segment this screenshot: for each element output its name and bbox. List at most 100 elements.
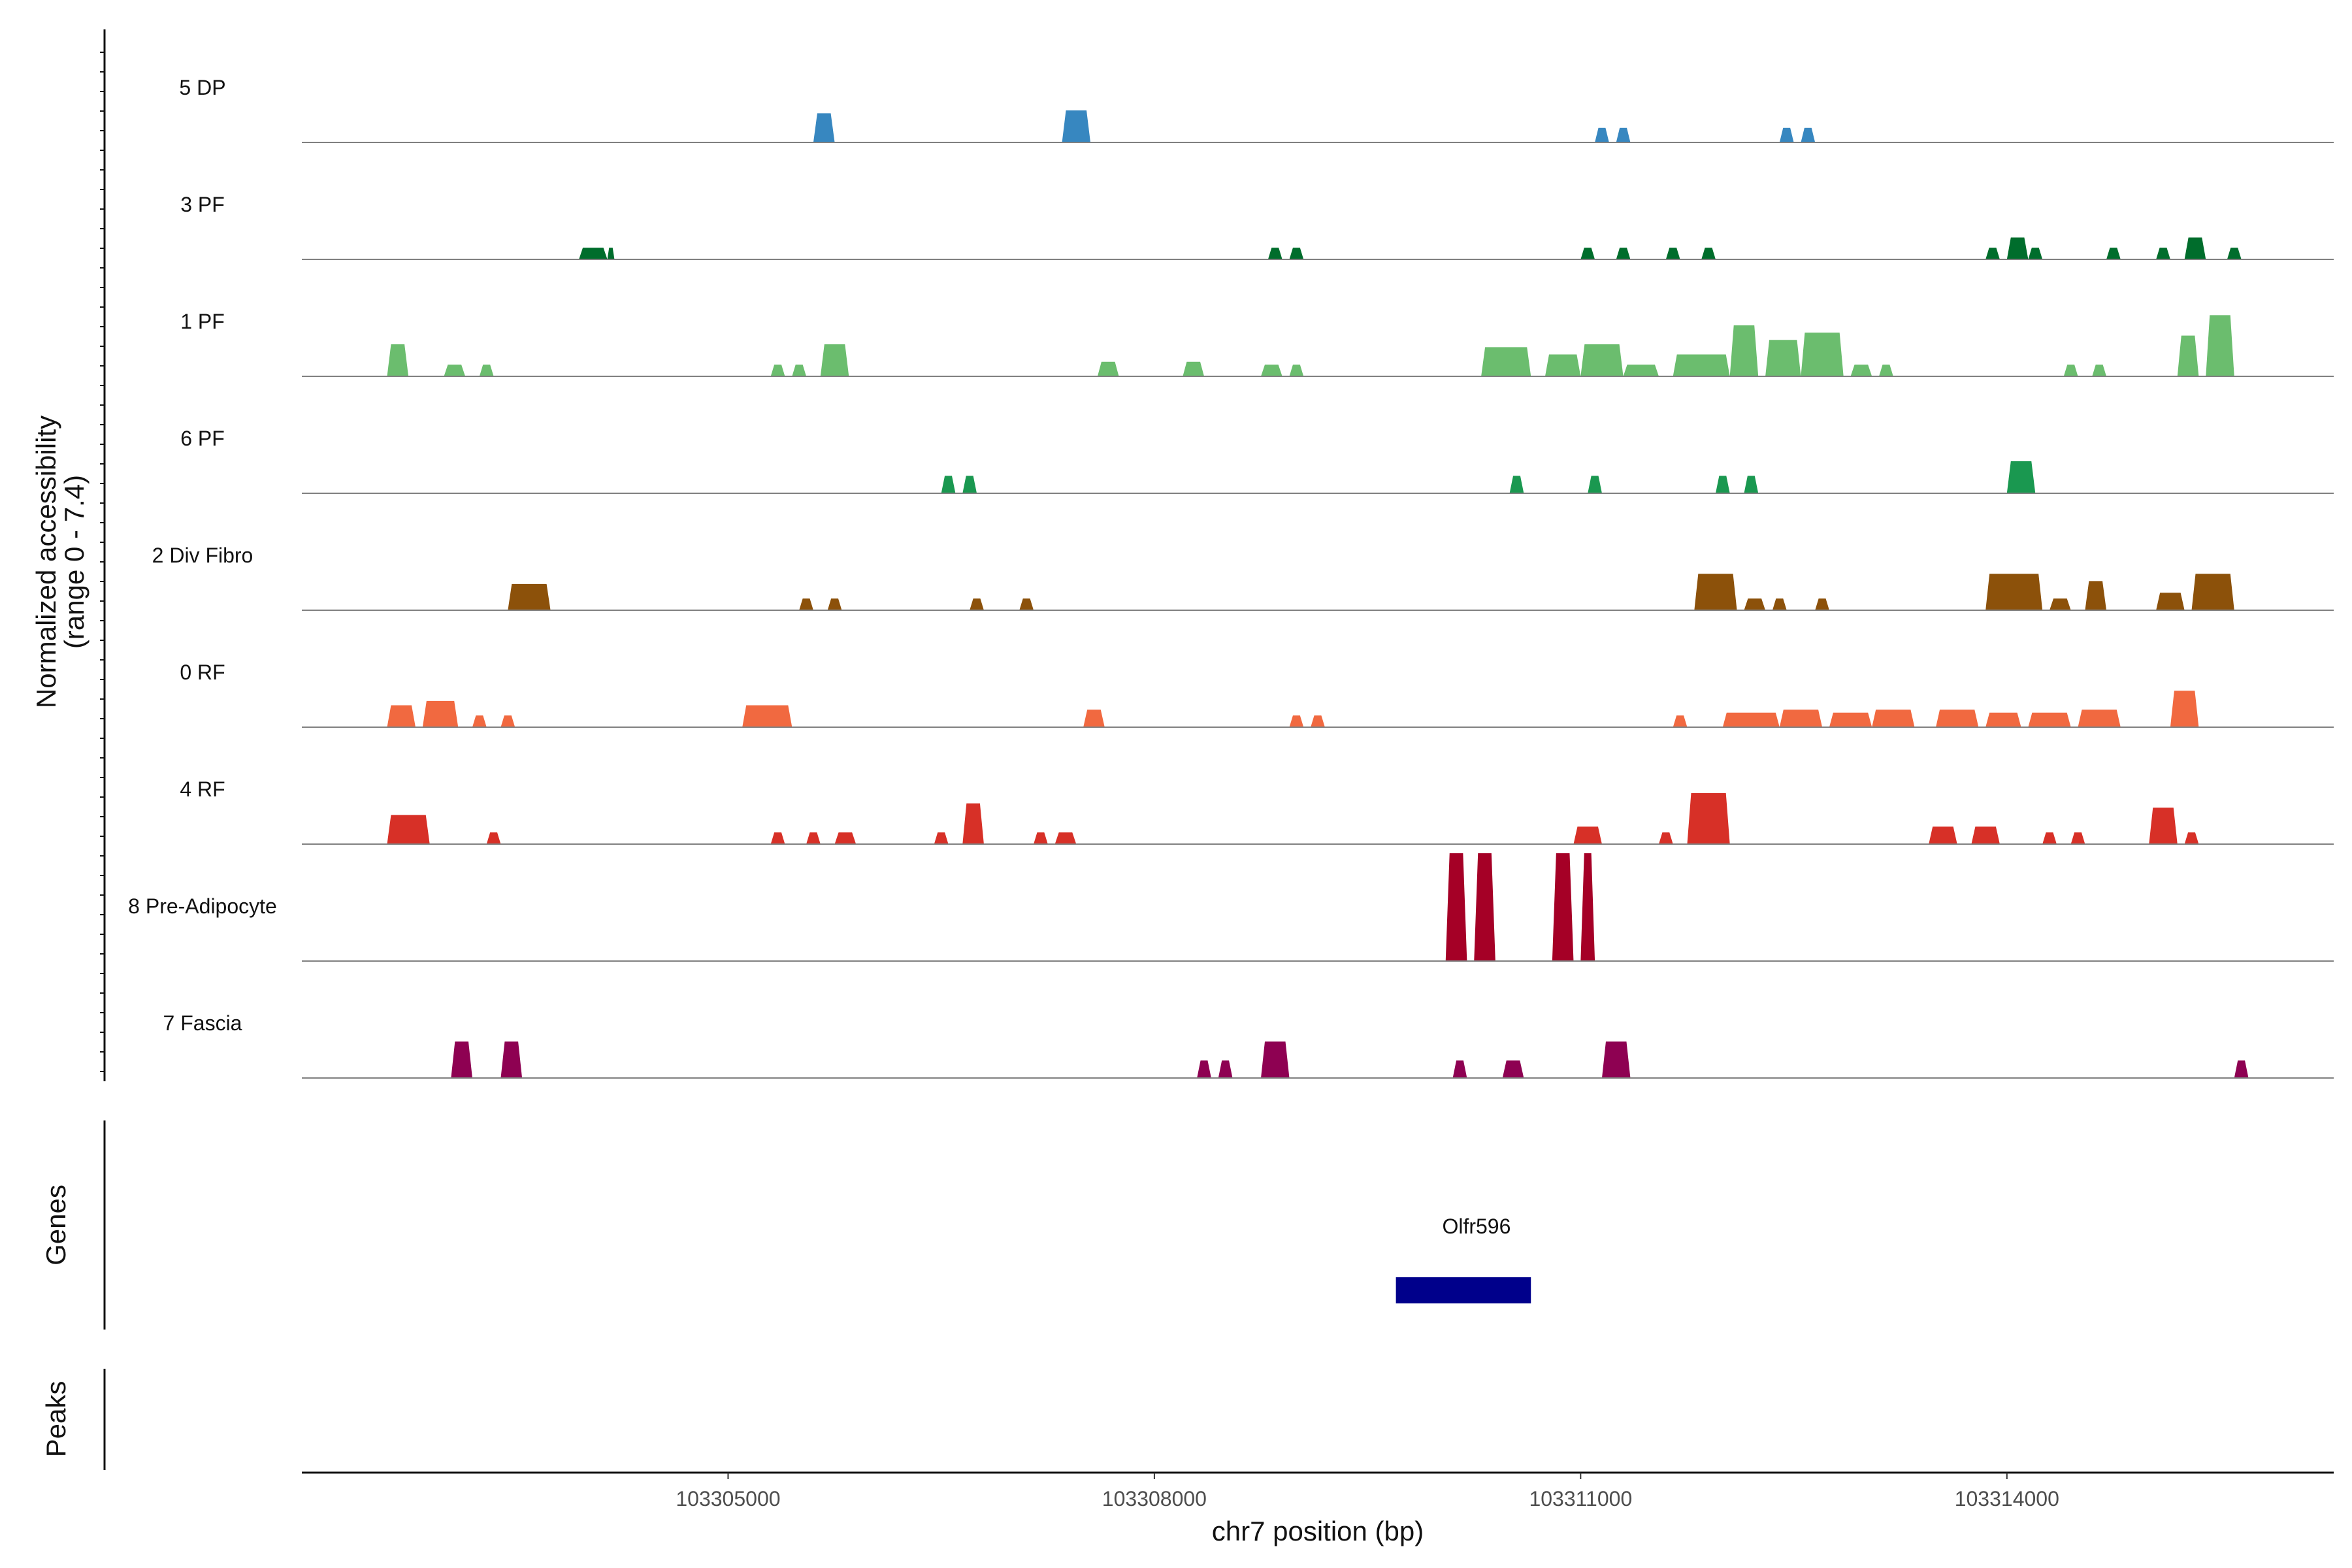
coverage-peak	[1801, 333, 1844, 376]
coverage-peak	[1289, 365, 1304, 376]
coverage-peak	[1261, 365, 1282, 376]
track-label: 1 PF	[180, 310, 225, 333]
coverage-peak	[1481, 347, 1531, 376]
coverage-peak	[607, 248, 615, 259]
track-label: 6 PF	[180, 427, 225, 450]
coverage-peak	[962, 803, 984, 844]
coverage-tracks: 5 DP 3 PF 1 PF 6 PF 2 Div Fibro 0 RF 4 RF 8 Pre…	[128, 76, 2334, 1079]
coverage-peak	[2191, 574, 2234, 610]
coverage-peak	[1665, 248, 1680, 259]
coverage-peak	[1445, 853, 1467, 961]
coverage-peak	[1623, 365, 1659, 376]
peaks-panel-label: Peaks	[41, 1381, 71, 1458]
coverage-peak	[970, 598, 984, 610]
x-axis-label: chr7 position (bp)	[1212, 1516, 1424, 1546]
coverage-peak	[1580, 344, 1624, 376]
coverage-peak	[1985, 712, 2021, 727]
coverage-peak	[1801, 127, 1816, 142]
track-8-pre-adipocyte: 8 Pre-Adipocyte	[128, 853, 2334, 962]
track-label: 4 RF	[180, 777, 225, 801]
track-5-dp: 5 DP	[179, 76, 2334, 143]
coverage-peak	[2156, 248, 2170, 259]
coverage-peak	[962, 476, 977, 493]
gene-label: Olfr596	[1442, 1215, 1511, 1238]
coverage-peak	[387, 344, 409, 376]
coverage-peak	[806, 832, 821, 844]
track-label: 7 Fascia	[163, 1011, 242, 1035]
coverage-peak	[820, 344, 849, 376]
coverage-peak	[1765, 340, 1801, 376]
coverage-peak	[1261, 1041, 1290, 1078]
y-axis-label-line1: Normalized accessibility	[31, 416, 61, 708]
coverage-peak	[770, 365, 785, 376]
y-axis-label-line2: (range 0 - 7.4)	[59, 475, 90, 649]
coverage-peak	[2234, 1060, 2249, 1078]
coverage-peak	[1289, 715, 1304, 727]
coverage-peak	[1694, 574, 1737, 610]
coverage-peak	[1452, 1060, 1467, 1078]
coverage-peak	[1019, 598, 1034, 610]
genes-panel-label: Genes	[41, 1184, 71, 1266]
coverage-peak	[1552, 853, 1574, 961]
coverage-peak	[1267, 248, 1282, 259]
coverage-peak	[792, 365, 807, 376]
coverage-peak	[1616, 127, 1631, 142]
coverage-peak	[934, 832, 949, 844]
coverage-peak	[579, 248, 608, 259]
coverage-peak	[2184, 237, 2206, 259]
coverage-peak	[1544, 354, 1581, 376]
coverage-peak	[1729, 325, 1759, 376]
coverage-peak	[2006, 461, 2036, 493]
coverage-peak	[2028, 248, 2043, 259]
coverage-peak	[1588, 476, 1602, 493]
coverage-peak	[2149, 808, 2178, 844]
coverage-peak	[1595, 127, 1609, 142]
x-tick-label: 103311000	[1529, 1487, 1632, 1511]
coverage-peak	[1744, 598, 1766, 610]
coverage-peak	[1872, 710, 1915, 727]
y-axis-ticks	[100, 52, 105, 1072]
coverage-peak	[1879, 365, 1893, 376]
coverage-peak	[1779, 710, 1823, 727]
coverage-peak	[1573, 826, 1602, 844]
track-7-fascia: 7 Fascia	[163, 1011, 2334, 1079]
coverage-peak	[472, 715, 487, 727]
track-label: 8 Pre-Adipocyte	[128, 894, 277, 918]
coverage-peak	[1034, 832, 1048, 844]
coverage-peak	[1673, 354, 1730, 376]
coverage-peak	[2050, 598, 2071, 610]
coverage-peak	[2042, 832, 2057, 844]
track-2-div-fibro: 2 Div Fibro	[152, 544, 2334, 611]
coverage-peak	[742, 705, 792, 727]
coverage-peak	[799, 598, 813, 610]
coverage-peak	[1772, 598, 1787, 610]
coverage-peak	[1722, 712, 1780, 727]
coverage-peak	[1062, 110, 1091, 142]
gene-body	[1396, 1277, 1531, 1303]
coverage-peak	[1850, 365, 1872, 376]
coverage-peak	[1673, 715, 1688, 727]
track-label: 0 RF	[180, 661, 225, 684]
coverage-peak	[1936, 710, 1979, 727]
track-label: 3 PF	[180, 193, 225, 216]
coverage-peak	[1474, 853, 1495, 961]
coverage-peak	[508, 583, 551, 610]
coverage-peak	[2156, 593, 2185, 610]
gene-annotation-track: Olfr596	[1396, 1215, 1531, 1303]
coverage-peak	[2078, 710, 2121, 727]
coverage-peak	[1289, 248, 1304, 259]
coverage-peak	[2106, 248, 2121, 259]
coverage-peak	[1183, 361, 1205, 376]
coverage-peak	[1658, 832, 1673, 844]
coverage-peak	[1985, 248, 2000, 259]
coverage-peak	[770, 832, 785, 844]
coverage-peak	[1502, 1060, 1524, 1078]
coverage-peak	[500, 1041, 523, 1078]
coverage-peak	[1580, 853, 1595, 961]
coverage-peak	[2227, 248, 2242, 259]
x-tick-label: 103308000	[1102, 1487, 1207, 1511]
coverage-peak	[2170, 691, 2199, 727]
coverage-peak	[2028, 712, 2071, 727]
coverage-peak	[387, 815, 430, 844]
